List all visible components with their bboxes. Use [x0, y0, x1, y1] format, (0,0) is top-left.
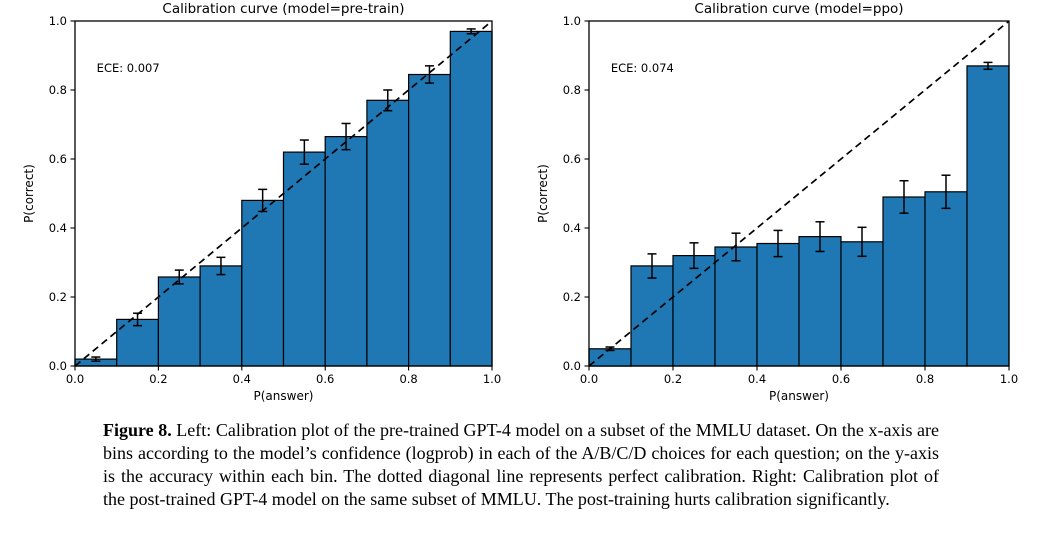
y-tick-label: 0.6: [49, 152, 67, 166]
y-axis-label: P(correct): [536, 164, 550, 223]
calibration-chart-ppo: 0.0 0.2 0.4 0.6 0.8 1.0 0.0 0.2 0.4 0.6 0.8 1.0 Cali…: [536, 1, 1018, 403]
histogram-bar: [449, 30, 493, 367]
x-tick-label: 1.0: [483, 372, 501, 386]
x-tick-label: 0.0: [66, 372, 84, 386]
figure-caption-label: Figure 8.: [103, 420, 172, 440]
y-tick-label: 1.0: [563, 14, 581, 28]
histogram-bar: [840, 241, 884, 367]
y-tick-label: 0.0: [563, 359, 581, 373]
histogram-bar: [588, 348, 632, 367]
perfect-calibration-line: [74, 20, 493, 367]
y-tick-label: 0.8: [49, 83, 67, 97]
y-axis-label: P(correct): [22, 164, 36, 223]
x-axis-label: P(answer): [769, 389, 829, 403]
histogram-bar: [324, 136, 368, 367]
y-tick-label: 0.2: [563, 290, 581, 304]
x-tick-label: 0.8: [399, 372, 417, 386]
ece-annotation: ECE: 0.074: [611, 61, 674, 75]
x-tick-label: 0.2: [664, 372, 682, 386]
x-tick-label: 0.2: [149, 372, 167, 386]
x-tick-label: 0.0: [580, 372, 598, 386]
histogram-bar: [241, 199, 285, 367]
x-tick-label: 0.4: [233, 372, 251, 386]
histogram-bar: [157, 276, 201, 367]
histogram-bar: [882, 196, 926, 367]
y-tick-label: 0.8: [563, 83, 581, 97]
histogram-bar: [366, 99, 410, 367]
plot-border: [74, 20, 493, 367]
histogram-bar: [756, 242, 800, 367]
histogram-bar: [282, 151, 326, 367]
y-tick-label: 0.2: [49, 290, 67, 304]
y-tick-label: 0.0: [49, 359, 67, 373]
x-tick-label: 0.8: [916, 372, 934, 386]
y-tick-label: 0.4: [49, 221, 67, 235]
y-tick-label: 1.0: [49, 14, 67, 28]
y-tick-label: 0.6: [563, 152, 581, 166]
x-tick-label: 1.0: [1000, 372, 1018, 386]
x-tick-label: 0.6: [316, 372, 334, 386]
chart-title: Calibration curve (model=ppo): [694, 1, 903, 17]
plot-border: [588, 20, 1010, 367]
histogram-bar: [714, 246, 758, 367]
figure-caption: Figure 8. Left: Calibration plot of the …: [103, 419, 939, 511]
perfect-calibration-line: [588, 20, 1010, 367]
x-tick-label: 0.6: [832, 372, 850, 386]
chart-title: Calibration curve (model=pre-train): [162, 1, 404, 17]
histogram-bar: [630, 265, 674, 367]
histogram-bar: [672, 255, 716, 367]
figure-caption-text: Left: Calibration plot of the pre-traine…: [103, 420, 939, 509]
y-tick-label: 0.4: [563, 221, 581, 235]
ece-annotation: ECE: 0.007: [97, 61, 160, 75]
x-axis-label: P(answer): [254, 389, 314, 403]
histogram-bar: [798, 236, 842, 367]
histogram-bar: [966, 65, 1010, 367]
x-tick-label: 0.4: [748, 372, 766, 386]
histogram-bar: [199, 265, 243, 367]
histogram-bar: [408, 73, 451, 367]
calibration-chart-pretrain: 0.0 0.2 0.4 0.6 0.8 1.0 0.0 0.2 0.4 0.6 0.8 1.0 Cali…: [22, 1, 501, 403]
histogram-bar: [924, 191, 968, 367]
